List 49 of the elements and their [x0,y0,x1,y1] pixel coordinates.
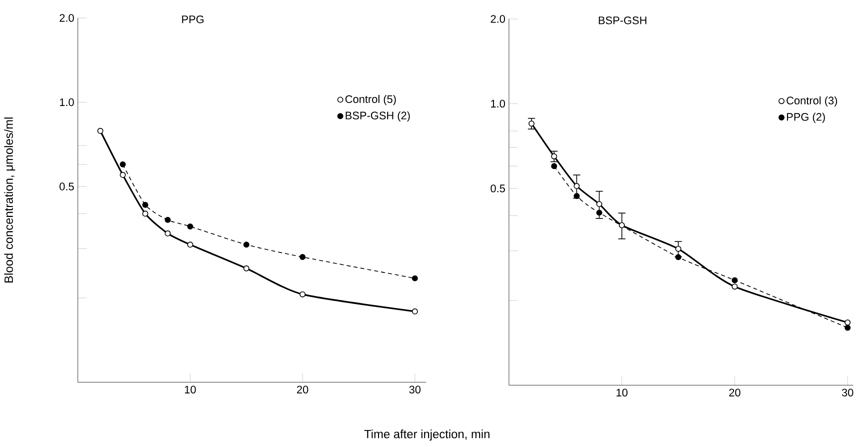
point [551,153,558,160]
point [551,163,558,170]
point [528,120,535,127]
legend-label: Control (5) [345,94,396,106]
point [732,284,738,290]
point [675,254,682,260]
point [300,291,306,298]
point [675,246,682,252]
point [142,202,148,208]
point [300,254,306,260]
point [243,265,250,272]
y-tick-label: 0.5 [60,182,74,190]
point [596,210,602,216]
x-tick-label: 20 [729,388,740,396]
point [164,216,171,223]
point [142,210,148,217]
legend-label: PPG (2) [786,112,825,123]
point [164,230,171,236]
point [844,319,851,326]
y-tick-label: 2.0 [60,14,74,22]
x-axis-title: Time after injection, min [364,430,490,441]
point [596,201,602,208]
point [120,172,126,178]
x-tick-label: 20 [297,386,308,394]
point [97,128,104,134]
legend-label: Control (3) [786,96,838,107]
point [412,308,418,314]
y-tick-label: 2.0 [490,15,506,23]
chart-title: PPG [182,15,204,24]
x-tick-label: 10 [184,386,196,394]
point [574,192,580,199]
x-tick-label: 30 [409,386,421,394]
point [243,242,250,248]
point [618,222,625,228]
y-tick-label: 0.5 [490,184,505,192]
point [187,242,194,248]
chart-title: BSP-GSH [598,16,646,24]
point [732,277,738,284]
point [844,324,851,331]
point [412,275,418,282]
y-tick-label: 1.0 [491,100,506,108]
y-axis-title: Blood concentration, μmoles/ml [4,118,16,282]
point [187,223,194,230]
x-tick-label: 10 [616,388,628,396]
point [574,182,580,189]
legend-label: BSP-GSH (2) [346,111,410,122]
point [120,161,126,168]
y-tick-label: 1.0 [60,98,74,106]
x-tick-label: 30 [842,388,854,396]
